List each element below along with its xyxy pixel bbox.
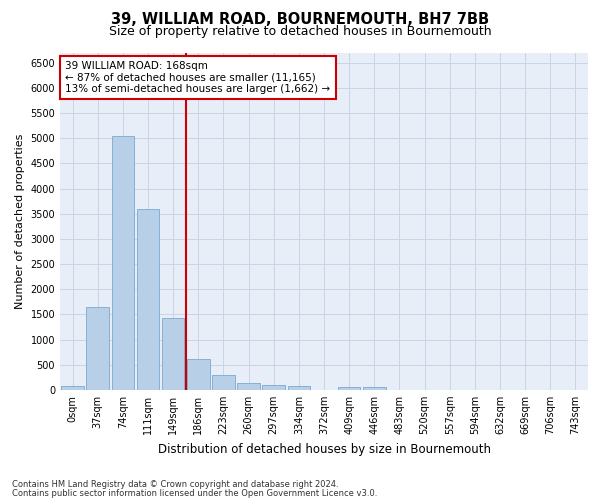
Bar [137, 208, 160, 390]
Bar [187, 359, 209, 390]
Bar [338, 386, 361, 390]
Y-axis label: Number of detached properties: Number of detached properties [15, 134, 25, 309]
Bar [237, 382, 260, 390]
Bar [112, 136, 134, 390]
Bar [363, 386, 386, 390]
Bar [162, 318, 184, 390]
Bar [86, 307, 109, 390]
Bar [61, 386, 84, 390]
Text: 39 WILLIAM ROAD: 168sqm
← 87% of detached houses are smaller (11,165)
13% of sem: 39 WILLIAM ROAD: 168sqm ← 87% of detache… [65, 61, 331, 94]
Text: Size of property relative to detached houses in Bournemouth: Size of property relative to detached ho… [109, 25, 491, 38]
X-axis label: Distribution of detached houses by size in Bournemouth: Distribution of detached houses by size … [157, 442, 491, 456]
Bar [287, 386, 310, 390]
Bar [262, 385, 285, 390]
Bar [212, 375, 235, 390]
Text: Contains HM Land Registry data © Crown copyright and database right 2024.: Contains HM Land Registry data © Crown c… [12, 480, 338, 489]
Text: Contains public sector information licensed under the Open Government Licence v3: Contains public sector information licen… [12, 490, 377, 498]
Text: 39, WILLIAM ROAD, BOURNEMOUTH, BH7 7BB: 39, WILLIAM ROAD, BOURNEMOUTH, BH7 7BB [111, 12, 489, 28]
